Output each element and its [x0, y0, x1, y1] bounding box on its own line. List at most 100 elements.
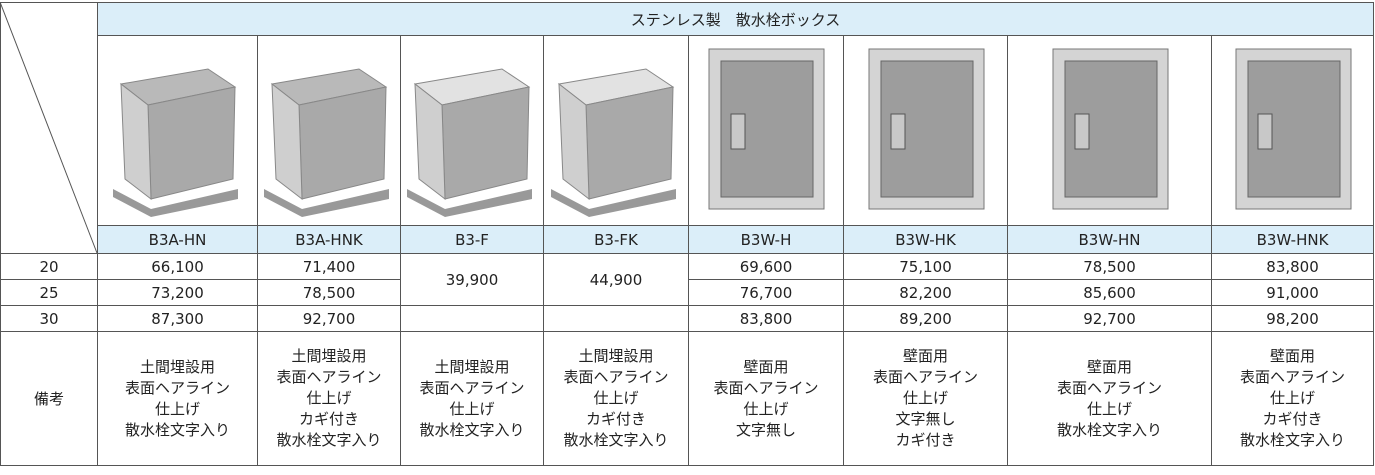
note-line: 土間埋設用	[434, 357, 510, 376]
note-line: 散水栓文字入り	[419, 420, 525, 439]
price: 78,500	[1007, 253, 1212, 280]
price: 89,200	[843, 305, 1008, 332]
price: 44,900	[543, 253, 689, 306]
product-image-cell	[688, 35, 844, 226]
size: 20	[0, 253, 98, 280]
note-line: 散水栓文字入り	[124, 420, 230, 439]
note-line: 仕上げ	[1270, 389, 1316, 407]
price: 85,600	[1007, 279, 1212, 306]
note-line: 表面ヘアライン	[124, 378, 230, 397]
row: 30 87,300 92,700 83,800 89,200 92,700 98,200	[0, 305, 1375, 332]
note-line: 仕上げ	[154, 399, 200, 418]
price-table: ステンレス製 散水栓ボックス B3A-HN B3A-HNK B3-F B3-FK B3W-…	[0, 2, 1375, 466]
product-image-cell	[1210, 35, 1375, 226]
note-line: 土間埋設用	[578, 347, 654, 365]
product-image-cell	[257, 35, 401, 226]
row	[1, 35, 1375, 226]
product-image-cell	[843, 35, 1008, 226]
note-line: 壁面用	[902, 347, 948, 365]
note-line: 表面ヘアライン	[1240, 368, 1346, 386]
table-title: ステンレス製 散水栓ボックス	[96, 2, 1375, 36]
note-line: 土間埋設用	[291, 347, 367, 365]
price: 87,300	[97, 305, 258, 332]
product-image-cell	[97, 35, 258, 226]
price: 76,700	[688, 279, 844, 306]
note-line: 仕上げ	[593, 389, 639, 407]
product-image	[868, 48, 984, 209]
note: 壁面用表面ヘアライン 仕上げ文字無し	[688, 331, 844, 466]
note-line: 散水栓文字入り	[276, 431, 382, 449]
model-name: B3W-HK	[843, 225, 1008, 254]
model-name: B3W-HN	[1007, 225, 1212, 254]
model-name: B3A-HNK	[257, 225, 401, 254]
note-line: 表面ヘアライン	[276, 368, 382, 386]
price: 83,800	[1210, 253, 1375, 280]
note-line: 散水栓文字入り	[1056, 420, 1162, 439]
size: 25	[0, 279, 98, 306]
note-line: カギ付き	[1262, 410, 1323, 428]
note: 壁面用表面ヘアライン 仕上げカギ付き散水栓文字入り	[1210, 331, 1375, 466]
price: 71,400	[257, 253, 401, 280]
product-image	[708, 48, 825, 209]
note-line: 壁面用	[1086, 357, 1132, 376]
product-image-cell	[400, 35, 544, 226]
price: 39,900	[400, 253, 544, 306]
model-name: B3W-HNK	[1210, 225, 1375, 254]
price: 82,200	[843, 279, 1008, 306]
note-line: 表面ヘアライン	[563, 368, 669, 386]
model-name: B3-F	[400, 225, 544, 254]
note-line: 仕上げ	[306, 389, 352, 407]
note-line: 文字無し	[895, 410, 956, 428]
product-image	[264, 67, 389, 217]
note-line: カギ付き	[895, 431, 956, 449]
product-image	[407, 67, 532, 217]
price: 92,700	[1007, 305, 1212, 332]
corner-cell	[0, 2, 98, 254]
note-line: 壁面用	[1270, 347, 1316, 365]
price: 91,000	[1210, 279, 1375, 306]
note-line: 表面ヘアライン	[419, 378, 525, 397]
note-line: 表面ヘアライン	[713, 378, 819, 397]
row: 備考 土間埋設用 表面ヘアライン 仕上げ 散水栓文字入り 土間埋設用 表面ヘアライン 仕上げカ…	[0, 331, 1375, 466]
note-line: 仕上げ	[743, 399, 789, 418]
product-image-cell	[1007, 35, 1212, 226]
note-line: 散水栓文字入り	[1240, 431, 1346, 449]
note: 土間埋設用 表面ヘアライン 仕上げ カギ付き 散水栓文字入り	[543, 331, 689, 466]
product-image	[1235, 48, 1352, 209]
product-image	[551, 67, 676, 217]
row: 25 73,200 78,500 76,700 82,200 85,600 91,000	[0, 279, 1375, 306]
note-line: 表面ヘアライン	[872, 368, 978, 386]
note: 壁面用表面ヘアライン 仕上げ文字無しカギ付き	[843, 331, 1008, 466]
note-line: 仕上げ	[1086, 399, 1132, 418]
model-name: B3A-HN	[97, 225, 258, 254]
note-line: 仕上げ	[902, 389, 948, 407]
product-image	[1052, 48, 1168, 209]
notes-label: 備考	[0, 331, 98, 466]
note-line: カギ付き	[298, 410, 359, 428]
row: ステンレス製 散水栓ボックス	[0, 2, 1375, 254]
price: 75,100	[843, 253, 1008, 280]
note: 壁面用表面ヘアライン 仕上げ散水栓文字入り	[1007, 331, 1212, 466]
model-name: B3W-H	[688, 225, 844, 254]
price: 73,200	[97, 279, 258, 306]
price: 69,600	[688, 253, 844, 280]
note-line: 土間埋設用	[139, 357, 215, 376]
product-image-cell	[543, 35, 689, 226]
note-line: カギ付き	[585, 410, 646, 428]
note: 土間埋設用表面ヘアライン 仕上げカギ付き散水栓文字入り	[257, 331, 401, 466]
price: 66,100	[97, 253, 258, 280]
note: 土間埋設用表面ヘアライン 仕上げ散水栓文字入り	[400, 331, 544, 466]
row: 20 66,100 71,400 39,900 44,900 69,600 75,100 78…	[0, 253, 1375, 306]
row: B3A-HN B3A-HNK B3-F B3-FK B3W-H B3W-HK B3W-HN B…	[1, 225, 1375, 254]
note-line: 壁面用	[743, 357, 789, 376]
size: 30	[0, 305, 98, 332]
price: 98,200	[1210, 305, 1375, 332]
price: 92,700	[257, 305, 401, 332]
note: 土間埋設用表面ヘアライン 仕上げ散水栓文字入り	[97, 331, 258, 466]
note-line: 文字無し	[735, 420, 796, 439]
price: 78,500	[257, 279, 401, 306]
note-line: 仕上げ	[449, 399, 495, 418]
model-name: B3-FK	[543, 225, 689, 254]
price: 83,800	[688, 305, 844, 332]
note-line: 表面ヘアライン	[1056, 378, 1162, 397]
